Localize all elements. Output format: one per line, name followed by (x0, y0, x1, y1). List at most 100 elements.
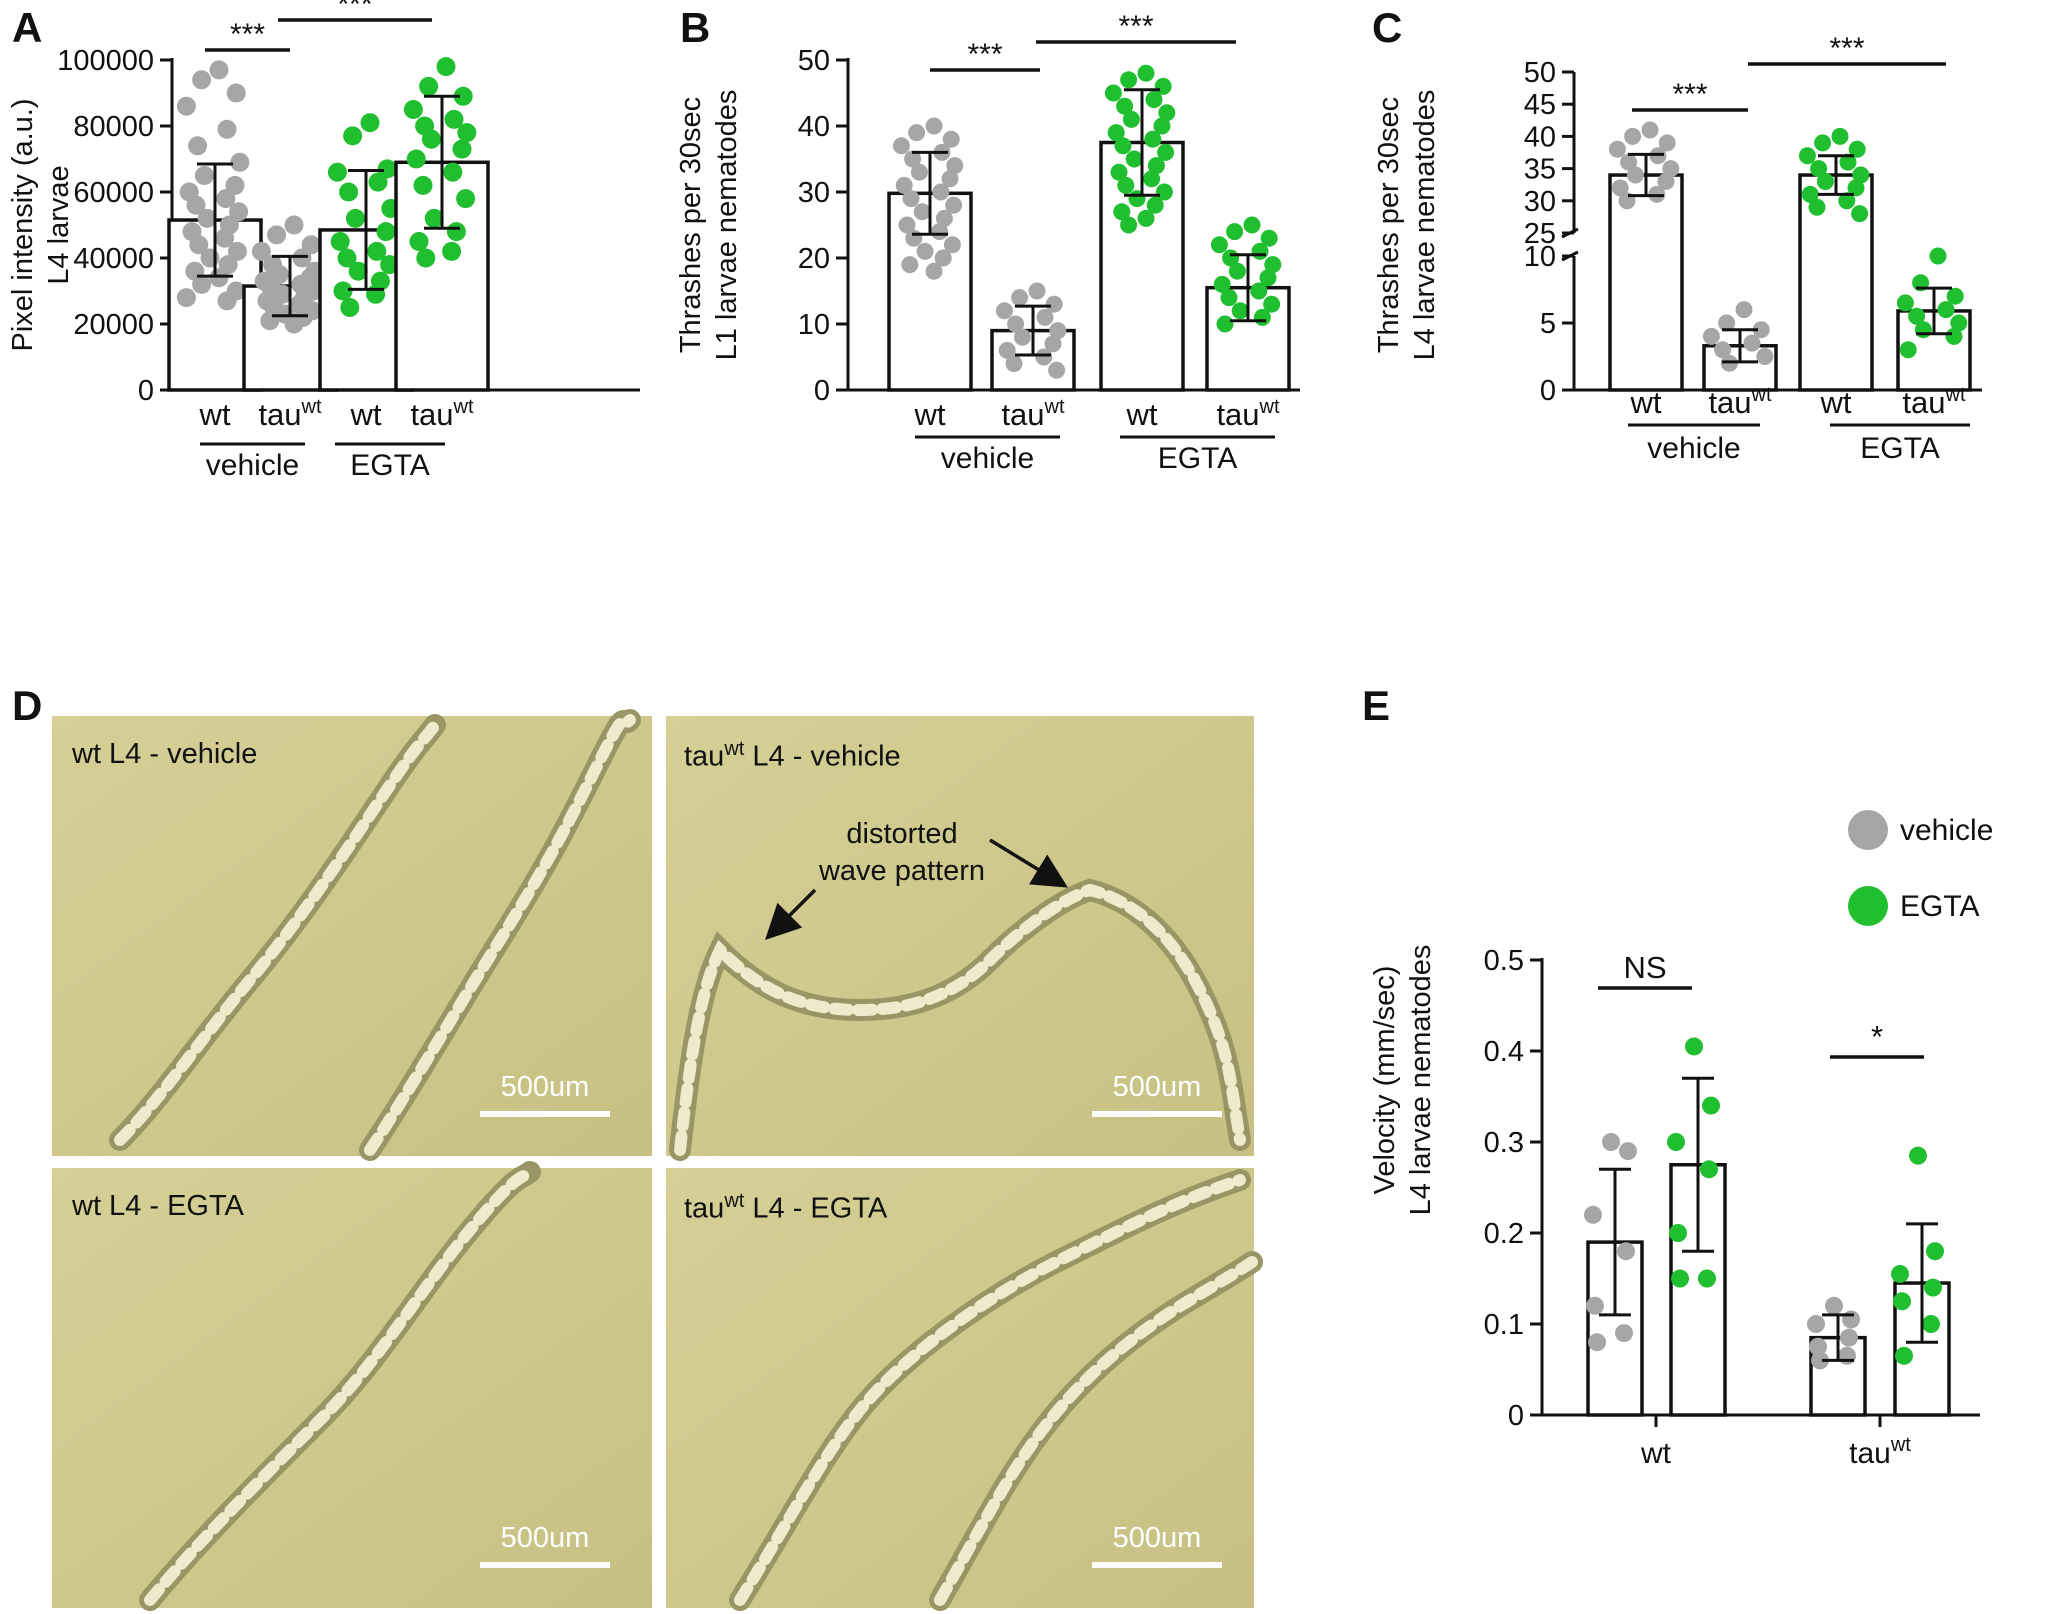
photo-label-4-sup: wt (724, 1190, 745, 1212)
panel-b-point (1117, 176, 1135, 194)
panel-a-point (409, 232, 429, 251)
panel-c-point (1611, 179, 1629, 197)
panel-b-point (932, 183, 950, 201)
panel-c-point (1847, 179, 1865, 197)
panel-letter-a: A (12, 4, 42, 51)
panel-c-category-superscript-4: wt (1945, 384, 1966, 406)
panel-b-point (1144, 130, 1162, 148)
worm-2-highlight (674, 883, 1246, 1156)
panel-e-point (1602, 1133, 1620, 1151)
panel-b-point (905, 229, 923, 247)
annotation-line1: distorted (846, 818, 957, 850)
panel-b-ytick-label-5: 50 (798, 45, 830, 77)
scalebar-label-3: 500um (501, 1522, 590, 1554)
panel-a-point (186, 195, 206, 215)
panel-b-point (1110, 163, 1128, 181)
photo-tile-1 (52, 716, 652, 1156)
panel-a-point (209, 60, 229, 80)
panel-b-point (995, 302, 1013, 320)
panel-a-point (419, 76, 439, 96)
panel-b-point (895, 176, 913, 194)
panel-b-point (1044, 335, 1062, 353)
panel-a-point (284, 215, 304, 235)
panel-b-point (1216, 315, 1234, 333)
panel-b-point (1137, 64, 1155, 82)
panel-a-point (456, 189, 476, 209)
panel-a-point (192, 274, 212, 294)
panel-a-point (330, 232, 350, 251)
chart-panel-b: Thrashes per 30sec L1 larvae nematodes 0… (675, 10, 1300, 475)
panel-b-significance-label-1: *** (967, 38, 1002, 71)
panel-a-ytick-label-3: 60000 (73, 177, 154, 209)
photo-label-2-post: L4 - vehicle (744, 740, 901, 773)
panel-a-category-label-1: wt (199, 397, 231, 432)
panel-a-point (251, 241, 271, 261)
panel-c-point (1896, 294, 1914, 312)
panel-c-point (1929, 247, 1947, 265)
panel-c-point (1899, 341, 1917, 359)
panel-c-point (1714, 341, 1732, 359)
panel-e-point (1895, 1346, 1913, 1365)
photo-label-4: tauwt L4 - EGTA (684, 1190, 887, 1226)
worm-1a-highlight (114, 719, 441, 1146)
panel-b-point (1145, 91, 1163, 109)
panel-e-point (1619, 1142, 1637, 1161)
chart-panel-e: Velocity (mm/sec) L4 larvae nematodes ve… (1369, 810, 1993, 1470)
panel-c-point (1848, 140, 1866, 158)
panel-b-significance-label-2: *** (1118, 10, 1153, 43)
panel-a-point (443, 162, 463, 182)
panel-a-point (227, 241, 247, 261)
panel-letter-d: D (12, 682, 42, 729)
panel-a-point (176, 288, 196, 308)
panel-a-ytick-label-1: 20000 (73, 309, 154, 341)
panel-a-point (188, 136, 208, 156)
scalebar-label-1: 500um (501, 1071, 590, 1103)
panel-a-point (176, 96, 196, 116)
panel-a-point (376, 222, 396, 242)
panel-b-category-superscript-4: wt (1259, 396, 1280, 418)
panel-b-point (1125, 150, 1143, 168)
panel-e-point (1811, 1351, 1829, 1370)
panel-b-point (1157, 143, 1175, 161)
panel-c-point (1624, 127, 1642, 145)
photo-tile-4 (666, 1168, 1254, 1608)
panel-e-point (1840, 1328, 1858, 1347)
panel-a-point (339, 182, 359, 202)
panel-a-point (413, 175, 433, 195)
panel-b-point (1147, 157, 1165, 175)
panel-c-point (1914, 321, 1932, 339)
panel-a-point (366, 284, 386, 304)
panel-c-ytick-label-lower-1: 5 (1540, 308, 1556, 340)
worm-1b-highlight (364, 714, 636, 1156)
panel-b-point (925, 262, 943, 280)
panel-a-point (421, 129, 441, 149)
panel-a-ylabel-line1: Pixel intensity (a.u.) (7, 98, 39, 351)
worm-4a-highlight (734, 1174, 1246, 1606)
panel-c-point (1658, 134, 1676, 152)
panel-c-point (1743, 334, 1761, 352)
panel-e-point (1909, 1146, 1927, 1165)
panel-a-point (333, 281, 353, 301)
panel-a-point (197, 208, 217, 228)
panel-a-point (444, 109, 464, 129)
panel-c-category-label-3: wt (1820, 385, 1852, 420)
annotation-arrow-left (765, 888, 817, 940)
panel-b-point (1120, 71, 1138, 89)
panel-a-point (368, 172, 388, 192)
panel-e-point (1702, 1096, 1720, 1115)
panel-a-ytick-label-0: 0 (138, 375, 154, 407)
panel-a-category-label-2: tauwt (258, 396, 322, 432)
panel-a-point (343, 126, 363, 146)
panel-b-point (1260, 229, 1278, 247)
panel-b-point (898, 216, 916, 234)
panel-c-point (1945, 327, 1963, 345)
panel-a-point (442, 241, 462, 261)
panel-b-point (1228, 262, 1246, 280)
panel-c-point (1798, 147, 1816, 165)
panel-c-point (1908, 307, 1926, 325)
panel-b-point (1049, 322, 1067, 340)
panel-e-point (1588, 1333, 1606, 1352)
panel-c-bar-1 (1608, 173, 1684, 392)
panel-e-group-superscript-2: wt (1890, 1434, 1911, 1456)
panel-a-group-label-2: EGTA (350, 449, 429, 482)
